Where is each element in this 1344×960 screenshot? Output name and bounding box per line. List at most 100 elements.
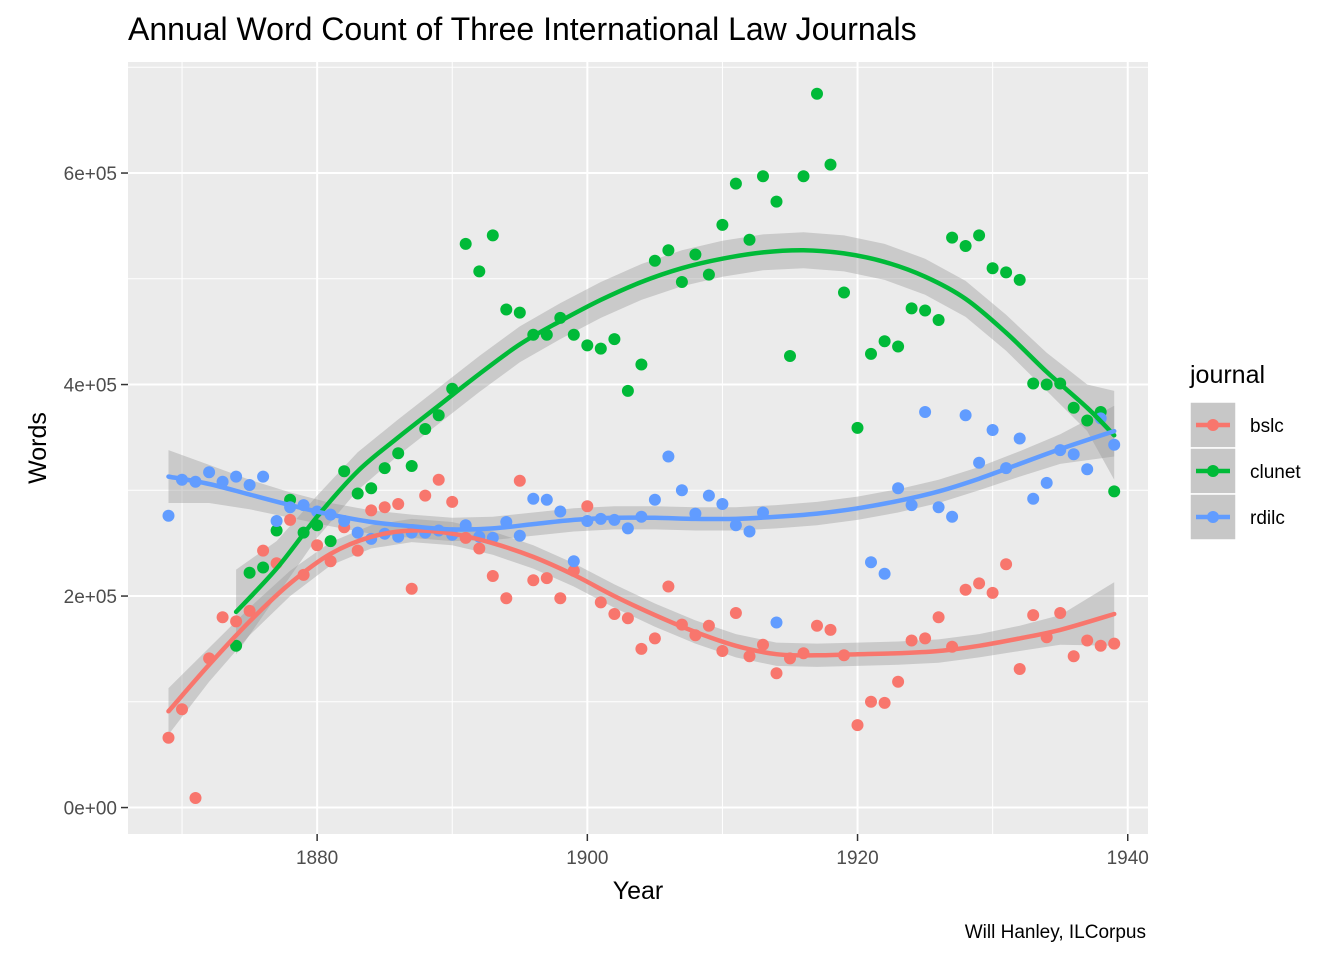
data-point-bslc [1108,637,1121,650]
data-point-bslc [419,489,432,502]
data-point-bslc [824,623,837,636]
data-point-clunet [757,170,769,183]
data-point-clunet [932,314,945,326]
x-tick-label: 1940 [1107,848,1149,869]
data-point-bslc [257,544,270,557]
data-point-bslc [770,667,783,680]
data-point-clunet [608,333,621,346]
data-point-rdilc [932,501,945,514]
data-point-rdilc [162,509,175,522]
y-axis-ticks: 0e+00 2e+05 4e+05 6e+05 [64,164,128,820]
grid-major [128,62,1148,834]
data-point-rdilc [743,525,756,538]
data-point-clunet [621,384,634,397]
data-point-rdilc [986,424,999,436]
data-point-bslc [959,583,972,596]
data-point-bslc [1081,634,1094,647]
data-point-rdilc [230,470,243,483]
data-point-rdilc [257,470,270,483]
data-point-rdilc [513,529,526,542]
data-point-bslc [757,638,769,651]
data-point-rdilc [716,498,729,510]
data-point-bslc [716,645,729,657]
data-point-bslc [811,619,823,632]
legend-label-clunet: clunet [1250,462,1301,483]
data-point-rdilc [729,519,742,532]
data-point-clunet [405,460,418,472]
data-point-rdilc [621,522,634,535]
data-point-clunet [824,158,837,171]
data-point-bslc [500,592,513,605]
y-axis-title: Words [24,412,52,484]
data-point-bslc [648,632,661,645]
data-point-clunet [811,87,823,100]
y-tick-label: 6e+05 [64,164,117,185]
legend: journal bslc clunet rdilc [1189,361,1301,541]
data-point-bslc [621,612,634,625]
data-point-bslc [905,634,918,647]
data-point-clunet [419,423,432,435]
x-tick-label: 1900 [566,848,608,869]
data-point-bslc [162,731,175,744]
data-point-clunet [1013,273,1026,286]
data-point-rdilc [946,510,959,523]
x-tick-label: 1880 [296,848,338,869]
data-point-clunet [338,465,351,478]
data-point-bslc [554,592,567,605]
data-point-clunet [243,566,256,579]
data-point-clunet [500,303,513,316]
data-point-clunet [257,561,270,574]
data-point-bslc [729,607,742,619]
data-point-clunet [392,447,405,460]
x-axis-ticks: 1880 1900 1920 1940 [296,834,1149,869]
data-point-clunet [743,233,756,246]
data-point-bslc [405,582,418,595]
data-point-bslc [608,608,621,620]
data-point-bslc [1027,609,1040,622]
data-point-clunet [905,302,918,315]
data-point-rdilc [905,499,918,512]
data-point-bslc [702,619,715,632]
data-point-rdilc [554,505,567,518]
data-point-clunet [838,286,850,299]
data-point-clunet [729,177,742,190]
data-point-clunet [1000,266,1013,279]
data-point-clunet [770,195,783,208]
data-point-bslc [527,574,540,587]
data-point-rdilc [270,515,283,527]
data-point-rdilc [540,493,553,506]
data-point-rdilc [702,489,715,502]
data-point-clunet [486,229,499,242]
data-point-rdilc [1067,448,1080,461]
data-point-bslc [216,611,229,624]
x-axis-title: Year [613,877,664,905]
data-point-rdilc [959,409,972,422]
data-point-bslc [594,596,607,609]
data-point-clunet [865,347,877,360]
data-point-rdilc [865,556,877,569]
data-point-bslc [743,650,756,663]
data-point-bslc [392,498,405,510]
data-point-bslc [1094,639,1107,652]
data-point-bslc [284,513,297,526]
data-point-bslc [540,572,553,585]
data-point-bslc [243,604,256,617]
data-point-clunet [594,342,607,355]
data-point-clunet [351,487,364,500]
data-point-clunet [230,639,243,652]
data-point-bslc [986,586,999,599]
data-point-clunet [919,304,932,317]
data-point-bslc [473,542,486,555]
data-point-clunet [959,240,972,252]
smooth-line-bslc [166,528,1117,714]
data-point-bslc [446,495,459,508]
confidence-band-rdilc [168,405,1115,542]
data-point-clunet [365,482,378,495]
data-point-bslc [662,580,675,593]
data-point-clunet [1040,378,1053,391]
data-point-rdilc [1081,463,1094,476]
data-point-clunet [784,350,796,362]
data-point-rdilc [203,466,216,479]
data-point-clunet [662,244,675,257]
y-tick-label: 4e+05 [64,376,117,397]
